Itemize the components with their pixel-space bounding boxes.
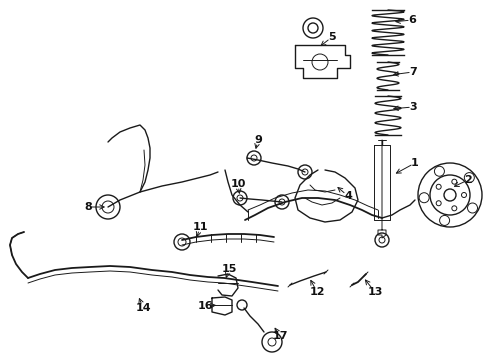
Text: 1: 1 — [396, 158, 419, 173]
Text: 15: 15 — [221, 264, 237, 277]
Text: 6: 6 — [396, 15, 416, 25]
Text: 4: 4 — [338, 188, 352, 201]
Text: 10: 10 — [230, 179, 245, 193]
Text: 11: 11 — [192, 222, 208, 236]
Text: 2: 2 — [455, 175, 472, 186]
Text: 7: 7 — [394, 67, 417, 77]
Text: 3: 3 — [394, 102, 417, 112]
Text: 5: 5 — [321, 32, 336, 46]
Text: 14: 14 — [135, 298, 151, 313]
Text: 8: 8 — [84, 202, 104, 212]
Text: 17: 17 — [272, 328, 288, 341]
Text: 16: 16 — [197, 301, 215, 311]
Text: 9: 9 — [254, 135, 262, 148]
Text: 12: 12 — [309, 280, 325, 297]
Text: 13: 13 — [366, 280, 383, 297]
